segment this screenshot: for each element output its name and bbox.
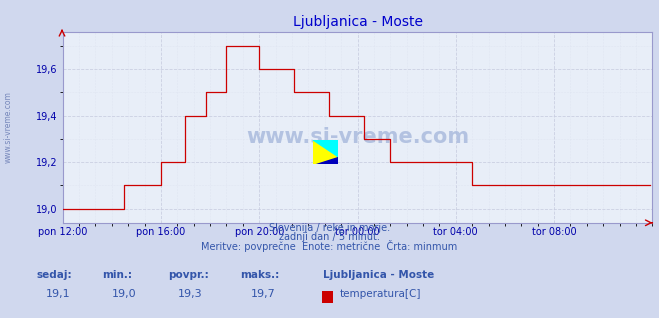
Polygon shape [316, 157, 338, 164]
Text: 19,7: 19,7 [250, 289, 275, 299]
Text: povpr.:: povpr.: [168, 270, 209, 280]
Text: maks.:: maks.: [241, 270, 280, 280]
Text: 19,3: 19,3 [178, 289, 202, 299]
Polygon shape [313, 140, 338, 157]
Text: www.si-vreme.com: www.si-vreme.com [246, 127, 469, 147]
Text: www.si-vreme.com: www.si-vreme.com [3, 91, 13, 163]
Text: zadnji dan / 5 minut.: zadnji dan / 5 minut. [279, 232, 380, 242]
Text: Meritve: povprečne  Enote: metrične  Črta: minmum: Meritve: povprečne Enote: metrične Črta:… [202, 240, 457, 252]
Text: temperatura[C]: temperatura[C] [339, 289, 421, 299]
Text: min.:: min.: [102, 270, 132, 280]
Text: 19,1: 19,1 [46, 289, 71, 299]
Text: Ljubljanica - Moste: Ljubljanica - Moste [323, 270, 434, 280]
Title: Ljubljanica - Moste: Ljubljanica - Moste [293, 15, 422, 29]
Text: 19,0: 19,0 [112, 289, 136, 299]
Text: sedaj:: sedaj: [36, 270, 72, 280]
Text: Slovenija / reke in morje.: Slovenija / reke in morje. [269, 223, 390, 232]
